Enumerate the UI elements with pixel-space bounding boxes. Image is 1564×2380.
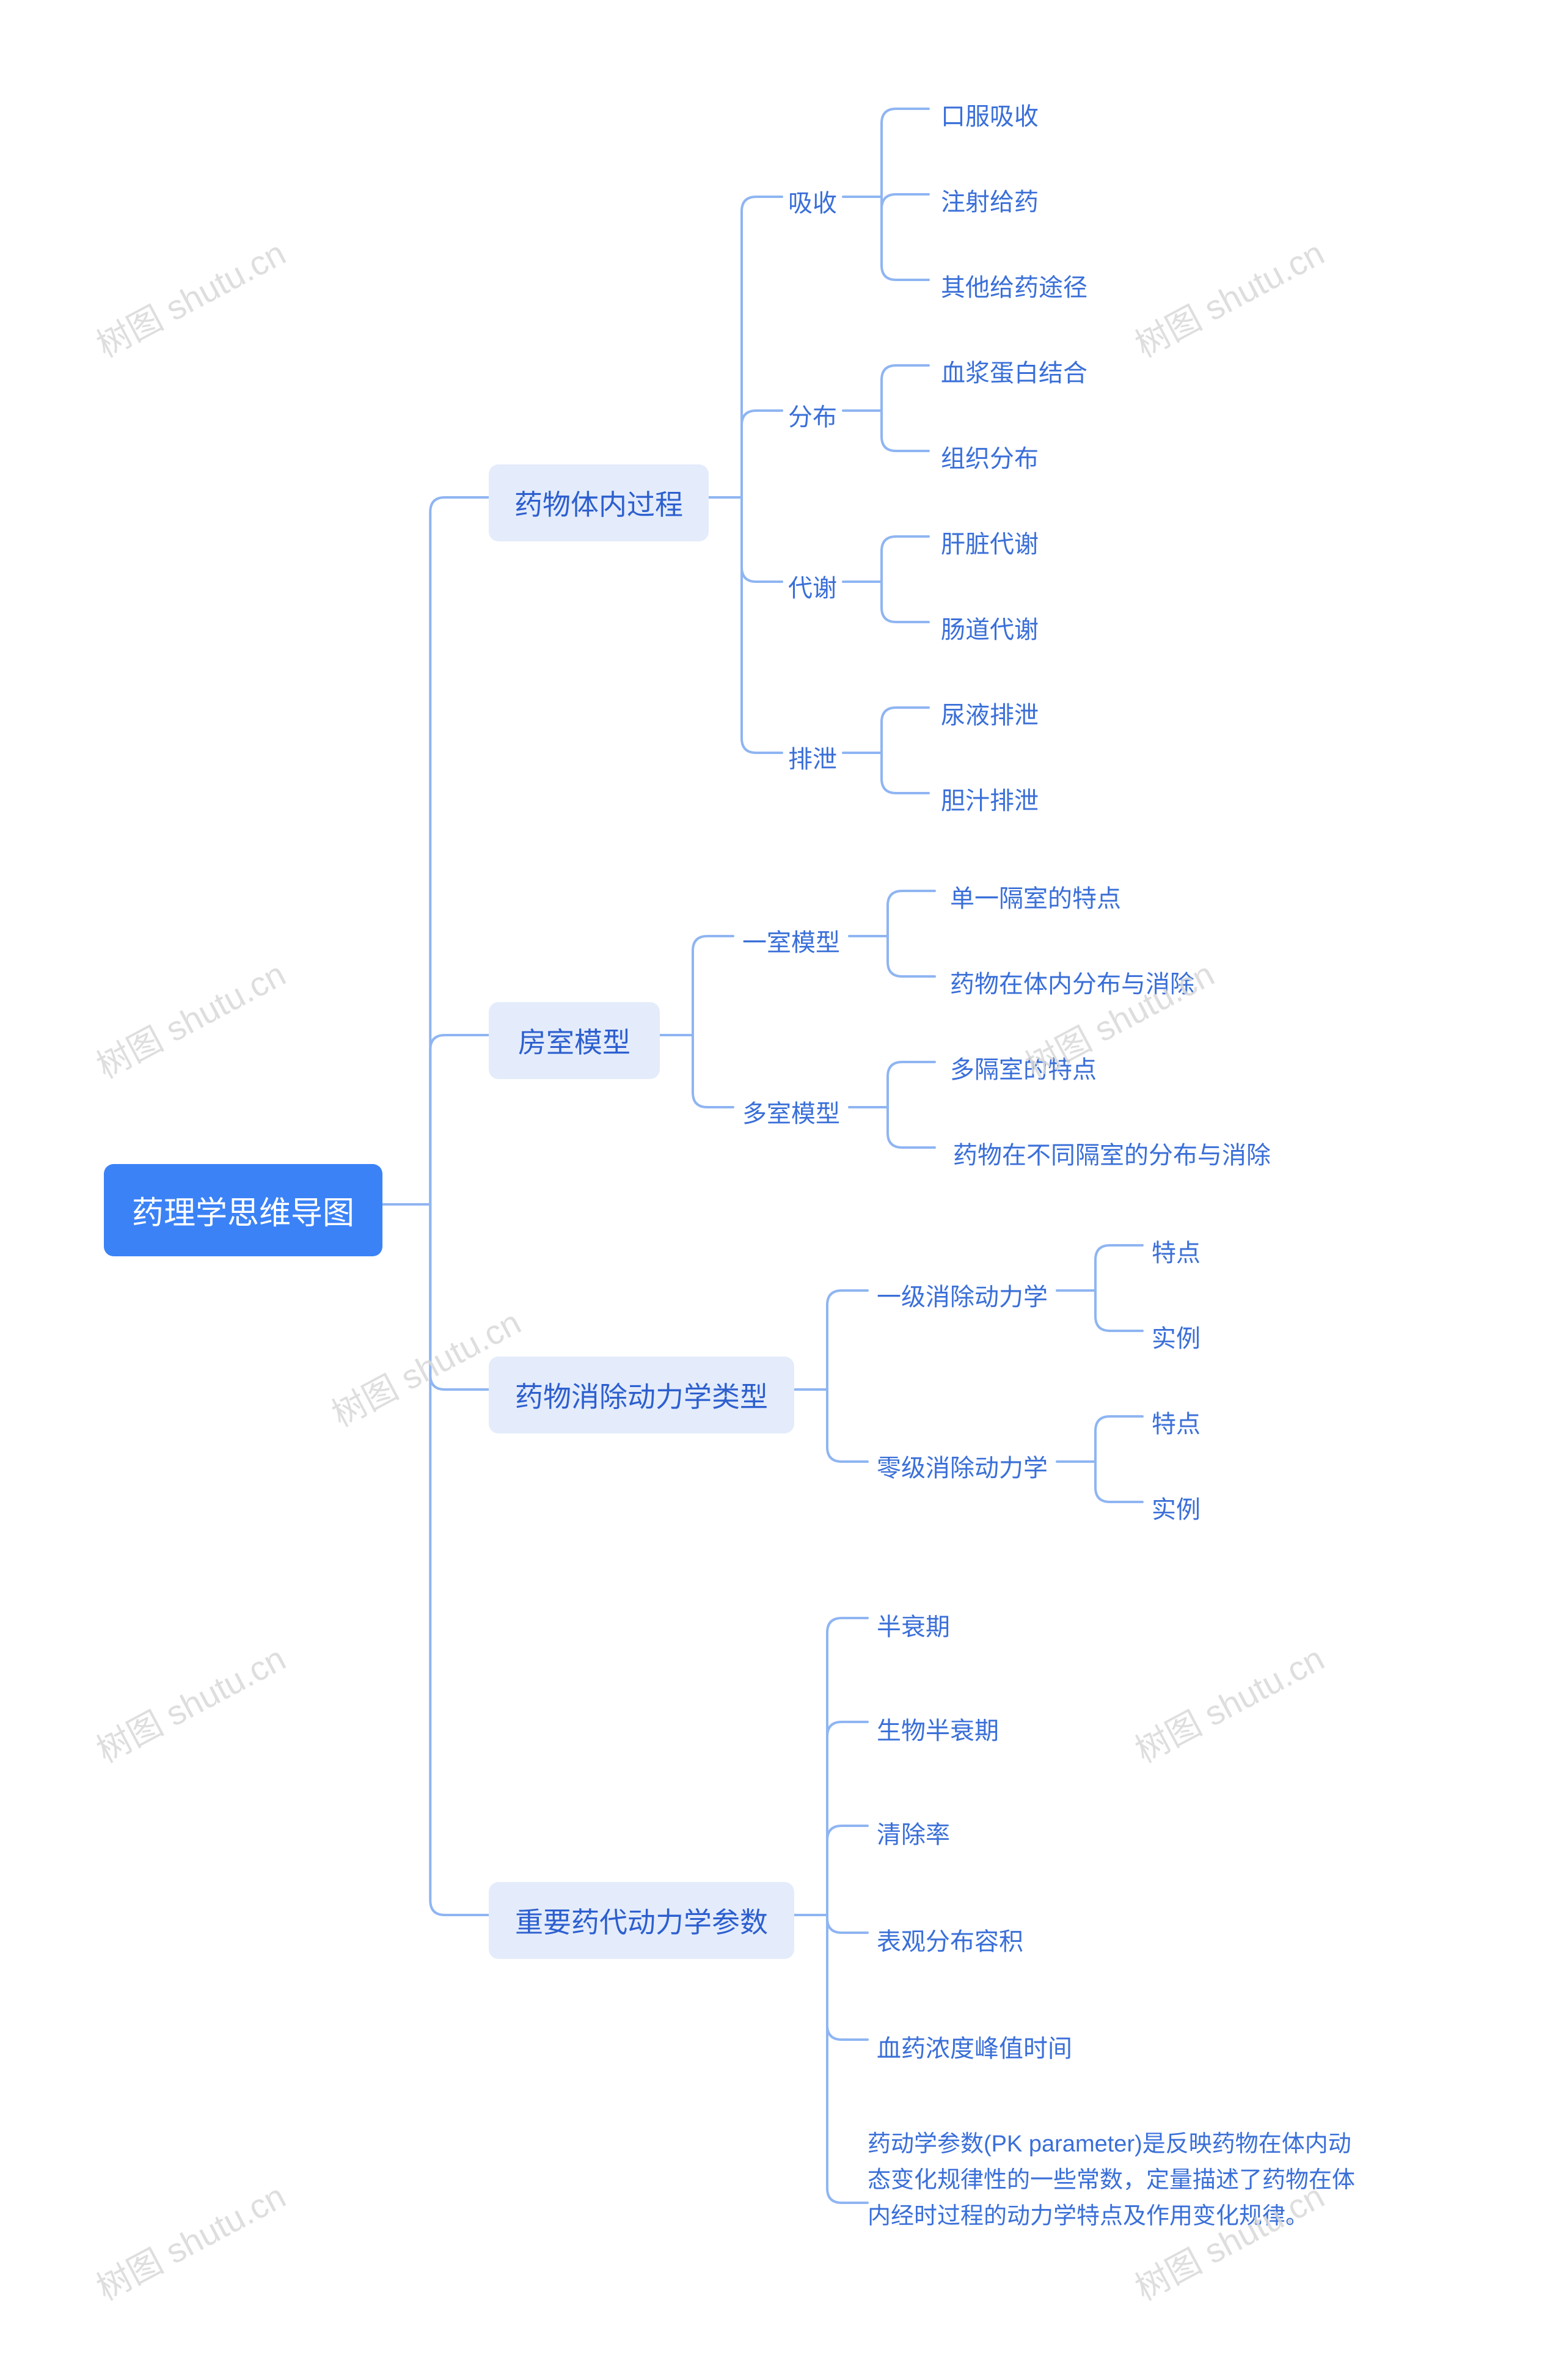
root-node: 药理学思维导图 bbox=[104, 1164, 382, 1256]
leaf-b3-0-0: 特点 bbox=[1142, 1228, 1210, 1273]
leaf-b2-1-1: 药物在不同隔室的分布与消除 bbox=[935, 1130, 1289, 1176]
leaf-b1-1-1: 组织分布 bbox=[929, 434, 1051, 479]
watermark: 树图 shutu.cn bbox=[1125, 1631, 1332, 1773]
leaf-b2-0-0: 单一隔室的特点 bbox=[935, 874, 1136, 919]
branch-b1: 药物体内过程 bbox=[489, 464, 709, 541]
leaf-b1-1-0: 血浆蛋白结合 bbox=[929, 348, 1100, 394]
leaf-b3-0-1: 实例 bbox=[1142, 1314, 1210, 1359]
leaf-b3-1-0: 特点 bbox=[1142, 1399, 1210, 1444]
node-b1c4: 排泄 bbox=[782, 733, 843, 781]
leaf-b1-2-0: 肝脏代谢 bbox=[929, 519, 1051, 565]
node-b1c3: 代谢 bbox=[782, 562, 843, 610]
watermark: 树图 shutu.cn bbox=[87, 2169, 293, 2310]
node-b3c2: 零级消除动力学 bbox=[868, 1442, 1057, 1490]
watermark: 树图 shutu.cn bbox=[87, 226, 293, 367]
leaf-b3-1-1: 实例 bbox=[1142, 1485, 1210, 1530]
branch-b2: 房室模型 bbox=[489, 1002, 660, 1079]
watermark: 树图 shutu.cn bbox=[87, 947, 293, 1088]
node-b2c1: 一室模型 bbox=[733, 917, 849, 964]
leaf-b1-0-0: 口服吸收 bbox=[929, 92, 1051, 137]
watermark: 树图 shutu.cn bbox=[87, 1631, 293, 1773]
node-b4-c1: 生物半衰期 bbox=[868, 1705, 1008, 1752]
leaf-b1-2-1: 肠道代谢 bbox=[929, 605, 1051, 650]
node-b4-c4: 血药浓度峰值时间 bbox=[868, 2023, 1081, 2070]
branch-b3: 药物消除动力学类型 bbox=[489, 1357, 794, 1433]
node-b2c2: 多室模型 bbox=[733, 1088, 849, 1135]
leaf-b1-3-0: 尿液排泄 bbox=[929, 690, 1051, 736]
node-b4-c3: 表观分布容积 bbox=[868, 1916, 1032, 1963]
node-b1c1: 吸收 bbox=[782, 177, 843, 225]
node-b3c1: 一级消除动力学 bbox=[868, 1271, 1057, 1319]
leaf-b1-0-1: 注射给药 bbox=[929, 177, 1051, 222]
node-b1c2: 分布 bbox=[782, 391, 843, 439]
watermark: 树图 shutu.cn bbox=[1125, 226, 1332, 367]
leaf-b1-0-2: 其他给药途径 bbox=[929, 263, 1100, 308]
node-b4-c0: 半衰期 bbox=[868, 1601, 959, 1649]
leaf-b1-3-1: 胆汁排泄 bbox=[929, 776, 1051, 821]
mindmap-canvas: 药理学思维导图 药物体内过程 吸收 口服吸收注射给药其他给药途径分布 血浆蛋白结合组织分… bbox=[0, 0, 1564, 2380]
node-b4-c2: 清除率 bbox=[868, 1809, 959, 1856]
branch-b4: 重要药代动力学参数 bbox=[489, 1882, 794, 1959]
